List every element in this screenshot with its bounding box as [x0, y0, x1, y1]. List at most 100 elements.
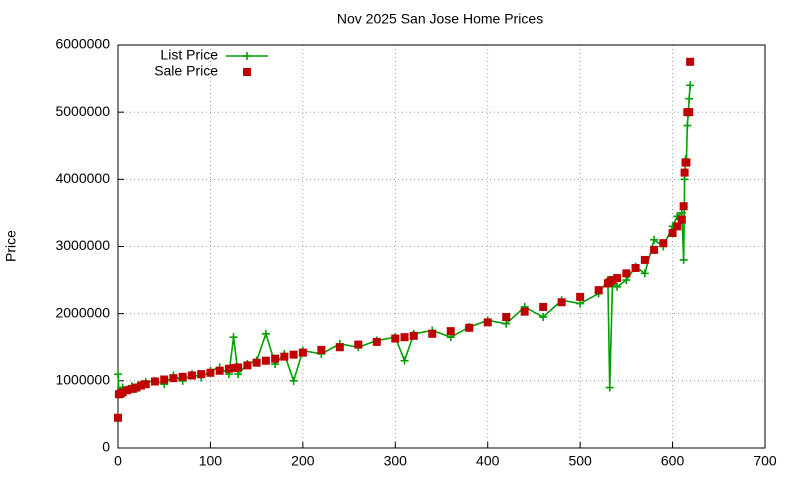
point [640, 255, 649, 264]
point [400, 333, 409, 342]
point [640, 269, 649, 278]
point [280, 352, 289, 361]
point [243, 52, 251, 60]
point [428, 329, 437, 338]
point [673, 222, 682, 231]
point [229, 364, 238, 373]
plot-frame [117, 44, 766, 449]
x-tick-label: 0 [114, 453, 122, 469]
point [271, 354, 280, 363]
y-tick-label: 1000000 [55, 372, 110, 388]
point [400, 356, 409, 365]
point [354, 340, 363, 349]
point [123, 386, 132, 395]
point [150, 377, 159, 386]
x-tick-label: 200 [291, 453, 315, 469]
point [243, 68, 251, 76]
x-tick-label: 700 [753, 453, 777, 469]
point [372, 337, 381, 346]
y-tick-label: 6000000 [55, 36, 110, 52]
point [680, 168, 689, 177]
point [289, 376, 298, 385]
point [446, 327, 455, 336]
point [680, 175, 689, 184]
point [261, 329, 270, 338]
x-tick-label: 400 [476, 453, 500, 469]
point [502, 313, 511, 322]
x-tick-label: 500 [568, 453, 592, 469]
y-axis-label: Price [3, 230, 19, 262]
point [576, 299, 585, 308]
point [409, 331, 418, 340]
point [608, 276, 617, 285]
point [206, 368, 215, 377]
point [132, 383, 141, 392]
point [169, 374, 178, 383]
legend-label: Sale Price [154, 63, 218, 79]
point [289, 350, 298, 359]
y-tick-label: 5000000 [55, 103, 110, 119]
x-tick-label: 300 [384, 453, 408, 469]
point [659, 239, 668, 248]
point [502, 319, 511, 328]
point [685, 94, 694, 103]
point [224, 364, 233, 373]
point [118, 388, 127, 397]
point [622, 276, 631, 285]
point [252, 358, 261, 367]
point [261, 356, 270, 365]
point [677, 208, 686, 217]
x-tick-label: 600 [661, 453, 685, 469]
point [613, 274, 622, 283]
point [298, 348, 307, 357]
point [576, 292, 585, 301]
point [160, 375, 169, 384]
point [317, 345, 326, 354]
point [178, 372, 187, 381]
y-tick-label: 2000000 [55, 304, 110, 320]
point [594, 286, 603, 295]
point [197, 370, 206, 379]
point [465, 323, 474, 332]
point [187, 371, 196, 380]
point [114, 413, 122, 422]
point [215, 366, 224, 375]
point [605, 383, 614, 392]
point [686, 57, 695, 66]
point [234, 363, 243, 372]
point [539, 302, 548, 311]
point [622, 269, 631, 278]
legend-label: List Price [160, 47, 218, 63]
point [243, 361, 252, 370]
point [391, 334, 400, 343]
point [539, 313, 548, 322]
point [650, 245, 659, 254]
point [234, 370, 243, 379]
point [520, 307, 529, 316]
point [557, 298, 566, 307]
point [141, 380, 150, 389]
y-tick-label: 4000000 [55, 170, 110, 186]
point [229, 333, 238, 342]
point [677, 215, 686, 224]
point [631, 263, 640, 272]
point [613, 282, 622, 291]
point [682, 158, 691, 167]
point [335, 343, 344, 352]
point [683, 121, 692, 130]
point [685, 108, 694, 117]
point [483, 318, 492, 327]
point [668, 229, 677, 238]
point [127, 384, 136, 393]
x-tick-label: 100 [199, 453, 223, 469]
point [679, 202, 688, 211]
point [137, 381, 146, 390]
series-line [117, 85, 691, 398]
y-tick-label: 0 [102, 439, 110, 455]
point [686, 81, 695, 90]
point [650, 235, 659, 244]
point [114, 370, 122, 379]
y-tick-label: 3000000 [55, 237, 110, 253]
chart-title: Nov 2025 San Jose Home Prices [337, 11, 543, 27]
